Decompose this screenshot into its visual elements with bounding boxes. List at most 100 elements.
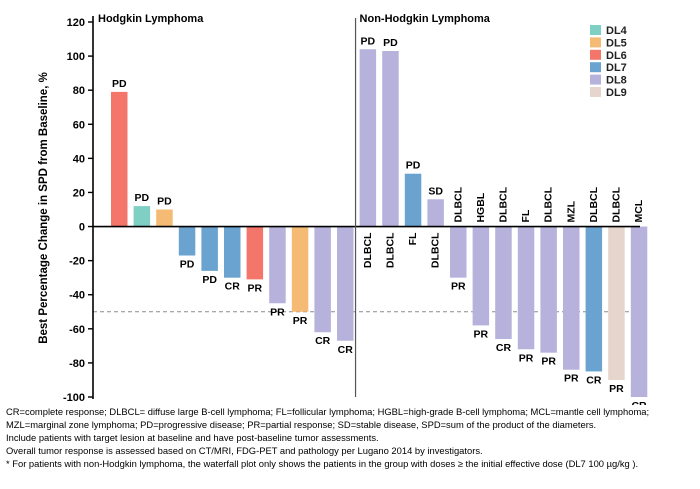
bar-6 xyxy=(224,226,241,278)
bar-subtype-label-20: DLBCL xyxy=(543,186,555,222)
bar-response-label-19: PR xyxy=(519,352,534,364)
legend-swatch-dl4 xyxy=(590,25,601,35)
bar-21 xyxy=(563,226,580,370)
bar-response-label-12: PD xyxy=(361,35,376,47)
y-tick-label-4: 40 xyxy=(73,153,85,165)
legend-swatch-dl6 xyxy=(590,49,601,60)
legend-label-dl7: DL7 xyxy=(606,62,627,74)
panel-titles: Hodgkin Lymphoma Non-Hodgkin Lymphoma xyxy=(98,13,491,397)
bar-17 xyxy=(472,226,490,326)
bar-3 xyxy=(156,209,173,227)
y-tick-label-10: -80 xyxy=(69,358,85,370)
y-tick-label-8: -40 xyxy=(69,290,85,302)
bar-response-label-7: PR xyxy=(248,282,263,294)
bar-response-label-6: CR xyxy=(225,281,241,293)
bar-response-label-22: CR xyxy=(586,374,602,386)
bar-response-label-8: PR xyxy=(270,306,285,318)
footnote-abbreviations-1: CR=complete response; DLBCL= diffuse lar… xyxy=(6,406,650,417)
bar-19 xyxy=(517,226,535,350)
y-axis: 120 100 80 60 40 20 0 -20 -40 -60 -80 -100 xyxy=(63,16,640,404)
bar-subtype-label-16: DLBCL xyxy=(452,186,464,222)
bar-4 xyxy=(178,226,196,256)
bar-response-label-5: PD xyxy=(202,274,217,286)
bar-response-label-10: CR xyxy=(315,335,331,347)
bars xyxy=(111,49,648,397)
y-tick-label-6: 0 xyxy=(79,222,85,234)
legend-label-dl5: DL5 xyxy=(606,37,627,49)
bar-12 xyxy=(359,49,377,227)
bar-subtype-label-14: FL xyxy=(407,232,419,245)
y-tick-label-2: 80 xyxy=(73,85,85,97)
legend-swatch-dl9 xyxy=(590,87,601,97)
bar-22 xyxy=(585,226,603,372)
bar-subtype-label-19: FL xyxy=(520,209,532,222)
bar-23 xyxy=(608,226,625,380)
bar-5 xyxy=(201,226,218,271)
bar-response-label-2: PD xyxy=(135,192,150,204)
bar-response-label-11: CR xyxy=(338,344,354,356)
y-tick-label-0: 120 xyxy=(67,17,85,29)
y-tick-label-3: 60 xyxy=(73,119,85,131)
bar-response-label-23: PR xyxy=(609,383,624,395)
bar-subtype-label-18: DLBCL xyxy=(497,186,509,222)
bar-response-label-24: CR xyxy=(631,400,647,405)
waterfall-chart: PD PD PD PD PD CR PR PR PR CR CR PD DLBCL PD DLBCL PD FL… xyxy=(38,13,648,405)
bar-1 xyxy=(111,91,128,227)
bar-14 xyxy=(404,173,422,227)
bar-subtype-label-21: MZL xyxy=(565,200,577,222)
footnote-nhl-dose: * For patients with non-Hodgkin lymphoma… xyxy=(6,458,639,469)
y-tick-label-5: 20 xyxy=(73,187,85,199)
bar-8 xyxy=(269,226,286,304)
footnote-assessment: Overall tumor response is assessed based… xyxy=(6,445,483,456)
bar-response-label-1: PD xyxy=(112,78,127,90)
legend-label-dl6: DL6 xyxy=(606,50,627,62)
bar-response-label-17: PR xyxy=(474,328,489,340)
bar-20 xyxy=(540,226,557,353)
y-axis-label: Best Percentage Change in SPD from Basel… xyxy=(38,72,50,344)
footnote-abbreviations-2: MZL=marginal zone lymphoma; PD=progressi… xyxy=(6,419,597,430)
y-tick-label-7: -20 xyxy=(69,256,85,268)
bar-response-label-13: PD xyxy=(383,37,398,49)
bar-response-label-3: PD xyxy=(157,196,172,208)
legend-swatch-dl7 xyxy=(590,62,601,73)
bar-response-label-14: PD xyxy=(406,160,421,172)
footnote-inclusion: Include patients with target lesion at b… xyxy=(6,432,379,443)
bar-response-label-21: PR xyxy=(564,373,579,385)
y-tick-label-9: -60 xyxy=(69,324,85,336)
bar-response-label-9: PR xyxy=(293,315,308,327)
y-tick-label-11: -100 xyxy=(63,392,85,404)
legend-label-dl8: DL8 xyxy=(606,75,627,87)
legend-swatch-dl5 xyxy=(590,37,601,48)
bar-18 xyxy=(495,226,512,340)
bar-response-label-15: SD xyxy=(428,185,443,197)
bar-labels: PD PD PD PD PD CR PR PR PR CR CR PD DLBCL PD DLBCL PD FL… xyxy=(112,35,647,405)
legend-label-dl9: DL9 xyxy=(606,87,627,99)
bar-7 xyxy=(246,226,264,280)
y-tick-label-1: 100 xyxy=(67,51,85,63)
bar-subtype-label-23: DLBCL xyxy=(610,186,622,222)
bar-9 xyxy=(291,226,309,312)
bar-13 xyxy=(382,50,399,227)
bar-subtype-label-13: DLBCL xyxy=(384,232,396,268)
bar-response-label-20: PR xyxy=(541,356,556,368)
panel-title-non-hodgkin: Non-Hodgkin Lymphoma xyxy=(360,13,491,25)
bar-11 xyxy=(337,226,354,341)
bar-response-label-16: PR xyxy=(451,281,466,293)
legend-label-dl4: DL4 xyxy=(606,25,628,37)
bar-15 xyxy=(427,199,444,227)
bar-10 xyxy=(314,226,331,333)
bar-24 xyxy=(630,226,648,397)
bar-response-label-4: PD xyxy=(180,259,195,271)
legend-swatch-dl8 xyxy=(590,74,601,85)
bar-16 xyxy=(450,226,467,278)
bar-2 xyxy=(133,206,151,227)
bar-subtype-label-17: HGBL xyxy=(475,192,487,222)
bar-response-label-18: CR xyxy=(496,342,512,354)
panel-title-hodgkin: Hodgkin Lymphoma xyxy=(98,13,204,25)
footnotes: CR=complete response; DLBCL= diffuse lar… xyxy=(6,405,696,470)
bar-subtype-label-15: DLBCL xyxy=(430,232,442,268)
bar-subtype-label-22: DLBCL xyxy=(588,186,600,222)
bar-subtype-label-12: DLBCL xyxy=(362,232,374,268)
bar-subtype-label-24: MCL xyxy=(633,199,645,222)
